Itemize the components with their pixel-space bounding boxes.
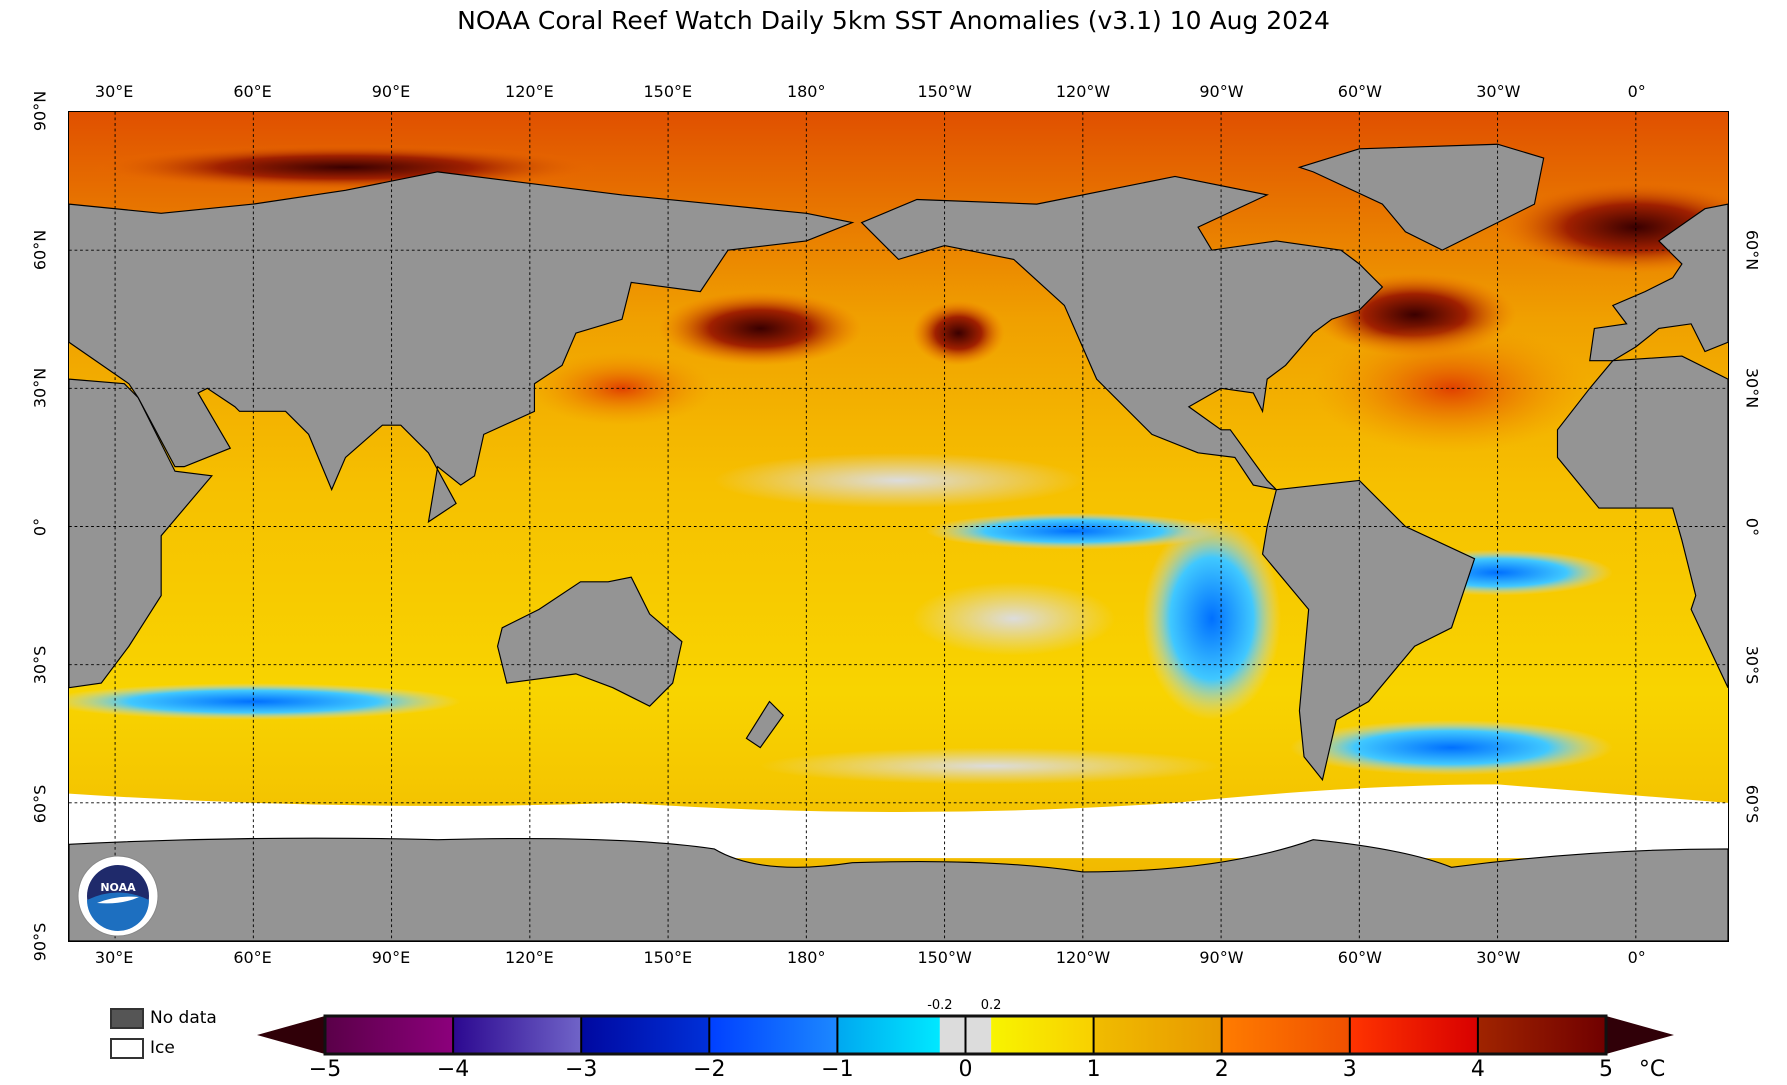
colorbar-segment xyxy=(1093,1016,1222,1054)
lat-label-left: 30°N xyxy=(30,367,50,409)
colorbar-segment xyxy=(837,1016,940,1054)
north-america xyxy=(860,175,1384,491)
lon-label: 30°W xyxy=(1476,82,1521,101)
colorbar-tick-label: 5 xyxy=(1599,1057,1613,1082)
colorbar-tick-label: −2 xyxy=(693,1057,726,1082)
lon-label: 120°W xyxy=(1055,82,1111,101)
no-data-swatch xyxy=(110,1008,144,1029)
south-america xyxy=(1261,479,1476,782)
lon-label: 180° xyxy=(786,948,826,967)
europe-west xyxy=(1589,203,1728,362)
antarctica xyxy=(69,837,1728,941)
lon-label: 60°E xyxy=(233,82,272,101)
eurasia xyxy=(69,171,855,524)
colorbar-unit: °C xyxy=(1638,1057,1666,1082)
lat-label-right: 0° xyxy=(1742,517,1762,536)
lon-label: 90°W xyxy=(1199,948,1244,967)
lon-label: 150°W xyxy=(917,82,972,101)
colorbar-segment xyxy=(1349,1016,1478,1054)
colorbar-tick-label: 3 xyxy=(1342,1057,1357,1082)
colorbar-tick-label: 0 xyxy=(958,1057,973,1082)
africa-west xyxy=(1556,355,1728,688)
colorbar-segment xyxy=(581,1016,710,1054)
australia xyxy=(496,576,683,707)
lon-label: 90°E xyxy=(371,948,411,967)
colorbar-tick-label: −5 xyxy=(308,1057,342,1082)
land-masses xyxy=(69,143,1728,782)
lat-label-left: 0° xyxy=(30,517,50,536)
lon-label: 150°E xyxy=(643,82,693,101)
lon-label: 0° xyxy=(1627,948,1646,967)
lat-label-right: 30°N xyxy=(1742,367,1762,409)
lon-label: 30°W xyxy=(1476,948,1521,967)
lon-label: 150°W xyxy=(917,948,972,967)
lon-label: 90°W xyxy=(1199,82,1244,101)
lat-label-right: 60°N xyxy=(1742,229,1762,270)
colorbar-tick-label: −3 xyxy=(564,1057,598,1082)
colorbar-segment xyxy=(991,1016,1094,1054)
ice-swatch xyxy=(110,1038,144,1059)
lon-label: 60°E xyxy=(233,948,272,967)
lon-label: 120°E xyxy=(505,948,554,967)
lat-label-left: 60°S xyxy=(30,784,50,823)
lon-label: 0° xyxy=(1627,82,1646,101)
colorbar-tick-label: −1 xyxy=(821,1057,854,1082)
lat-label-right: 60°S xyxy=(1742,784,1762,823)
colorbar-tick-label: −4 xyxy=(436,1057,470,1082)
colorbar xyxy=(257,1014,1674,1056)
colorbar-extend-right xyxy=(1606,1016,1674,1054)
lat-label-left: 90°N xyxy=(30,90,50,132)
africa-east xyxy=(69,378,213,689)
lon-label: 30°E xyxy=(94,948,134,967)
colorbar-small-tick-label: -0.2 xyxy=(927,998,953,1013)
lon-label: 120°E xyxy=(505,82,554,101)
lat-label-right: 30°S xyxy=(1742,645,1762,685)
lon-label: 180° xyxy=(786,82,826,101)
colorbar-segment xyxy=(1477,1016,1606,1054)
lat-label-left: 60°N xyxy=(30,229,50,270)
lat-label-left: 30°S xyxy=(30,645,50,685)
no-data-label: No data xyxy=(150,1008,217,1028)
lon-label: 30°E xyxy=(94,82,134,101)
greenland xyxy=(1297,143,1545,251)
lon-label: 90°E xyxy=(371,82,411,101)
colorbar-segment xyxy=(453,1016,582,1054)
colorbar-tick-label: 1 xyxy=(1086,1057,1101,1082)
colorbar-tick-label: 2 xyxy=(1214,1057,1229,1082)
map-title: NOAA Coral Reef Watch Daily 5km SST Anom… xyxy=(457,6,1330,35)
lon-label: 60°W xyxy=(1337,948,1382,967)
lon-label: 150°E xyxy=(643,948,693,967)
colorbar-tick-label: 4 xyxy=(1470,1057,1485,1082)
colorbar-segment xyxy=(325,1016,454,1054)
lon-label: 120°W xyxy=(1055,948,1111,967)
ice-label: Ice xyxy=(150,1038,175,1058)
noaa-logo: NOAA xyxy=(77,855,159,937)
graticule xyxy=(69,112,1728,941)
svg-text:NOAA: NOAA xyxy=(100,881,136,894)
lon-label: 60°W xyxy=(1337,82,1382,101)
colorbar-segment xyxy=(709,1016,838,1054)
lat-label-left: 90°S xyxy=(30,922,50,962)
new-zealand xyxy=(745,700,785,749)
colorbar-frame xyxy=(323,1014,1608,1056)
sst-anomaly-map xyxy=(68,111,1729,942)
map-canvas xyxy=(69,112,1728,941)
colorbar-extend-left xyxy=(257,1016,325,1054)
colorbar-small-tick-label: 0.2 xyxy=(980,998,1002,1013)
colorbar-segment xyxy=(1221,1016,1350,1054)
